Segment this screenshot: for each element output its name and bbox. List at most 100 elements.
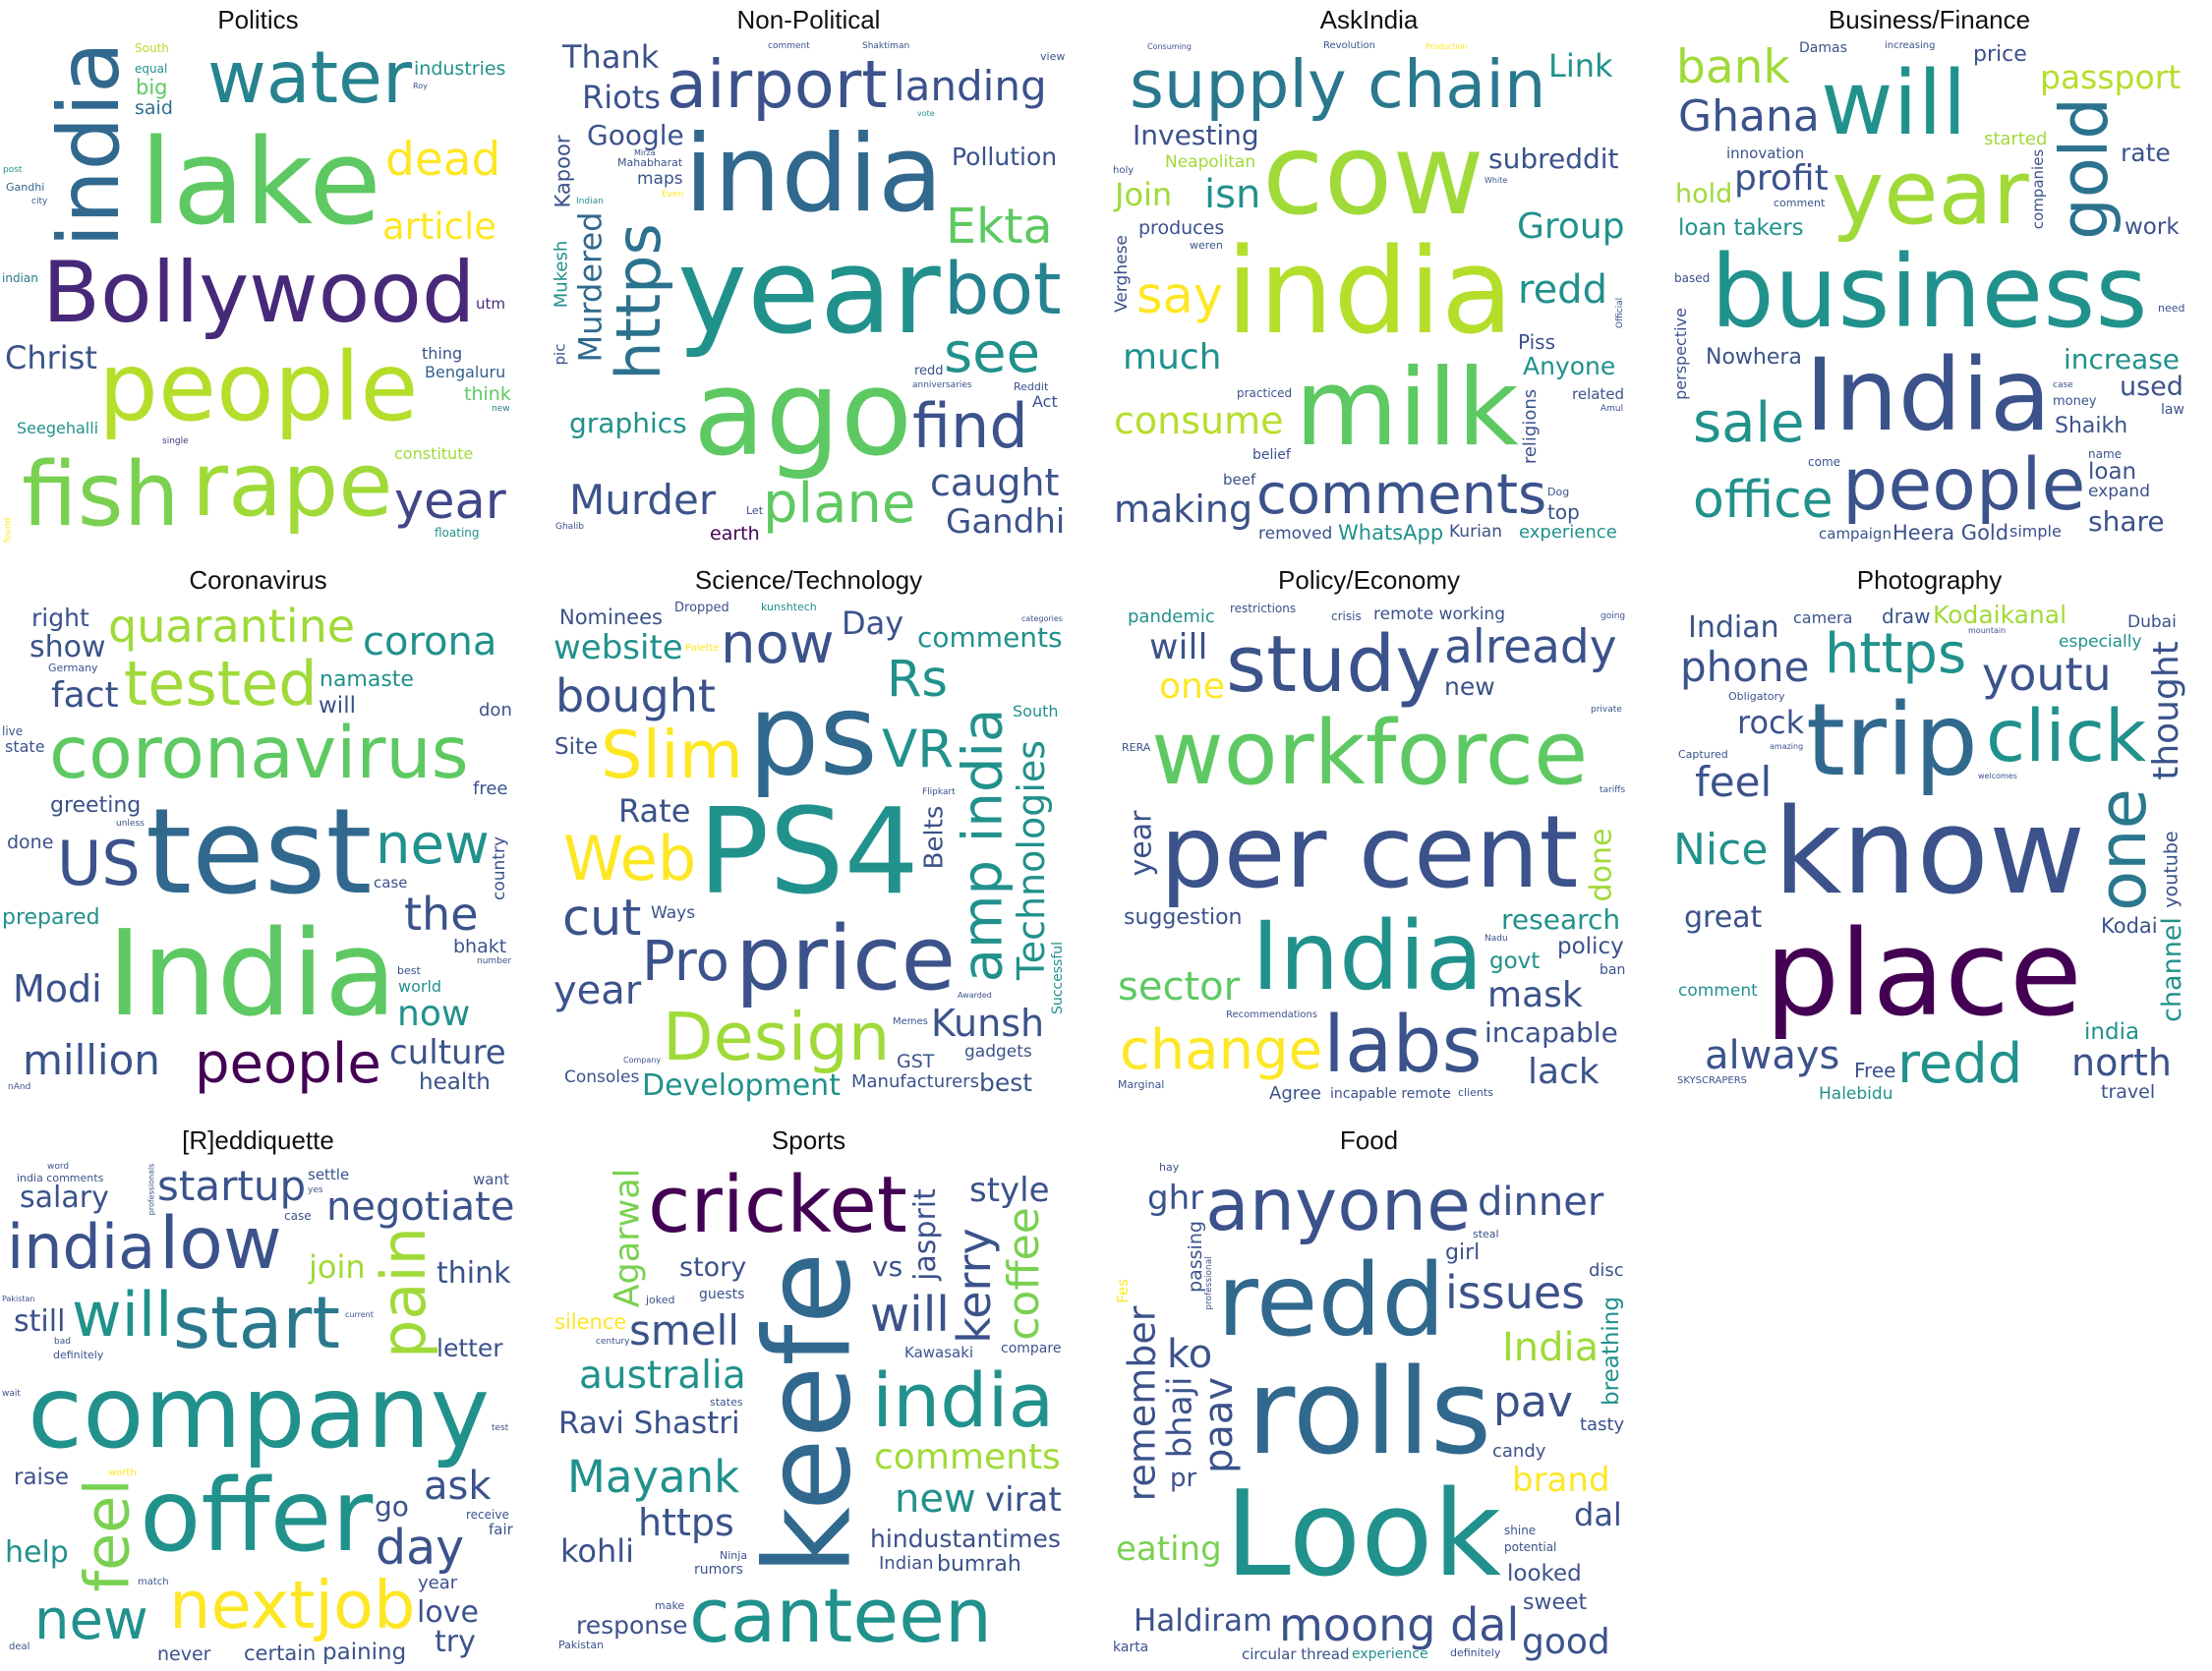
word-phone: phone	[1680, 643, 1810, 691]
word-design: Design	[663, 999, 891, 1075]
word-utm: utm	[476, 295, 505, 313]
word-workforce: workforce	[1151, 702, 1589, 805]
word-big: big	[136, 76, 168, 99]
word-people: people	[195, 1032, 381, 1096]
word-one: one	[2083, 788, 2161, 911]
word-coffee: coffee	[998, 1207, 1049, 1341]
word-indian: Indian	[1688, 610, 1779, 645]
word-palette: Palette	[685, 643, 720, 654]
word-year: year	[553, 968, 642, 1013]
wordcloud-food: rolls Look redd anyone moong dal issues Haldir…	[1111, 1160, 1627, 1666]
word-bhakt: bhakt	[453, 936, 507, 957]
word-karta: karta	[1113, 1640, 1149, 1655]
word-people: people	[1842, 443, 2086, 527]
word-earth: earth	[710, 523, 760, 545]
word-ps: ps	[748, 669, 878, 800]
word-bot: bot	[944, 248, 1062, 331]
word-low: low	[159, 1202, 282, 1286]
word-people: people	[98, 332, 419, 442]
word-city: city	[31, 197, 48, 206]
word-case: case	[2053, 380, 2073, 390]
word-salary: salary	[20, 1181, 109, 1215]
word-day: Day	[842, 605, 904, 642]
word-professionals: professionals	[146, 1163, 155, 1215]
word-current: current	[345, 1310, 374, 1319]
word-circular-thread: circular thread	[1242, 1645, 1350, 1663]
word-tariffs: tariffs	[1600, 785, 1626, 795]
word-pic: pic	[551, 343, 568, 365]
word-never: never	[157, 1643, 211, 1665]
word-india: India	[1502, 1325, 1600, 1370]
word-good: good	[1522, 1622, 1610, 1662]
word-comment: comment	[1678, 981, 1758, 1001]
word-change: change	[1120, 1018, 1323, 1082]
word-thought: thought	[2145, 641, 2186, 780]
word-riots: Riots	[582, 79, 661, 116]
word-hold: hold	[1675, 179, 1733, 209]
word-bought: bought	[555, 669, 716, 722]
word-click: click	[1986, 695, 2147, 778]
word-amp-india: amp india	[950, 708, 1015, 982]
word-gadgets: gadgets	[964, 1042, 1032, 1062]
word-kodaikanal: Kodaikanal	[1933, 601, 2067, 629]
panel-business-finance: Business/Finance business India year will pe…	[1671, 0, 2187, 546]
word-style: style	[969, 1171, 1050, 1210]
word-welcomes: welcomes	[1978, 772, 2017, 780]
word-north: north	[2071, 1041, 2172, 1084]
word-number: number	[477, 956, 512, 966]
word-show: show	[29, 630, 106, 664]
word-right: right	[31, 604, 89, 632]
word-kodai: Kodai	[2101, 914, 2158, 938]
word-consoles: Consoles	[564, 1067, 640, 1087]
word-white: White	[1484, 176, 1508, 185]
word-shaikh: Shaikh	[2055, 414, 2128, 438]
word-feel: feel	[1695, 758, 1773, 806]
word-neapolitan: Neapolitan	[1165, 152, 1256, 172]
word-will: will	[1821, 52, 1967, 155]
word-hay: hay	[1159, 1161, 1180, 1174]
word-company: Company	[623, 1056, 662, 1065]
word-article: article	[382, 205, 497, 248]
word-increase: increase	[2064, 343, 2181, 375]
word-deal: deal	[9, 1642, 30, 1652]
word-girl: girl	[1445, 1240, 1481, 1265]
word-india: india	[39, 41, 139, 248]
word-perspective: perspective	[1671, 308, 1690, 400]
word-agarwal: Agarwal	[607, 1168, 647, 1307]
word-redd: redd	[1217, 1242, 1445, 1359]
word-rate: Rate	[618, 792, 691, 830]
word-go: go	[375, 1490, 409, 1523]
word-nominees: Nominees	[559, 605, 663, 629]
word-tested: tested	[124, 648, 318, 720]
word-travel: travel	[2101, 1081, 2156, 1103]
word-definitely: definitely	[53, 1349, 104, 1361]
word-south: South	[135, 41, 169, 55]
word-rera: RERA	[1122, 741, 1151, 754]
word-passing: passing	[1184, 1221, 1206, 1293]
word-kawasaki: Kawasaki	[904, 1344, 974, 1361]
word-states: states	[710, 1396, 743, 1409]
word-recommendations: Recommendations	[1226, 1009, 1318, 1020]
word-nowhera: Nowhera	[1706, 345, 1802, 370]
word-per-cent: per cent	[1160, 794, 1579, 911]
word-anniversaries: anniversaries	[912, 380, 972, 390]
word-law: law	[2161, 402, 2184, 418]
word-incapable: incapable	[1484, 1016, 1618, 1049]
word-century: century	[596, 1337, 630, 1347]
word-https: https	[602, 223, 674, 380]
word-price: price	[1973, 42, 2027, 67]
word-passport: passport	[2040, 58, 2182, 96]
word-heera-gold: Heera Gold	[1892, 521, 2009, 545]
word-dropped: Dropped	[674, 601, 729, 615]
word-price: price	[735, 907, 956, 1010]
word-loan-takers: loan takers	[1678, 215, 1804, 241]
word-coronavirus: coronavirus	[49, 712, 469, 795]
word-kunsh: Kunsh	[931, 1002, 1045, 1045]
word-work: work	[2125, 214, 2180, 240]
word-canteen: canteen	[689, 1572, 993, 1659]
word-nand: nAnd	[8, 1082, 31, 1092]
word-culture: culture	[389, 1033, 506, 1072]
word-now: now	[397, 994, 471, 1034]
word-smell: smell	[629, 1306, 739, 1354]
word-rate: rate	[2121, 139, 2171, 167]
